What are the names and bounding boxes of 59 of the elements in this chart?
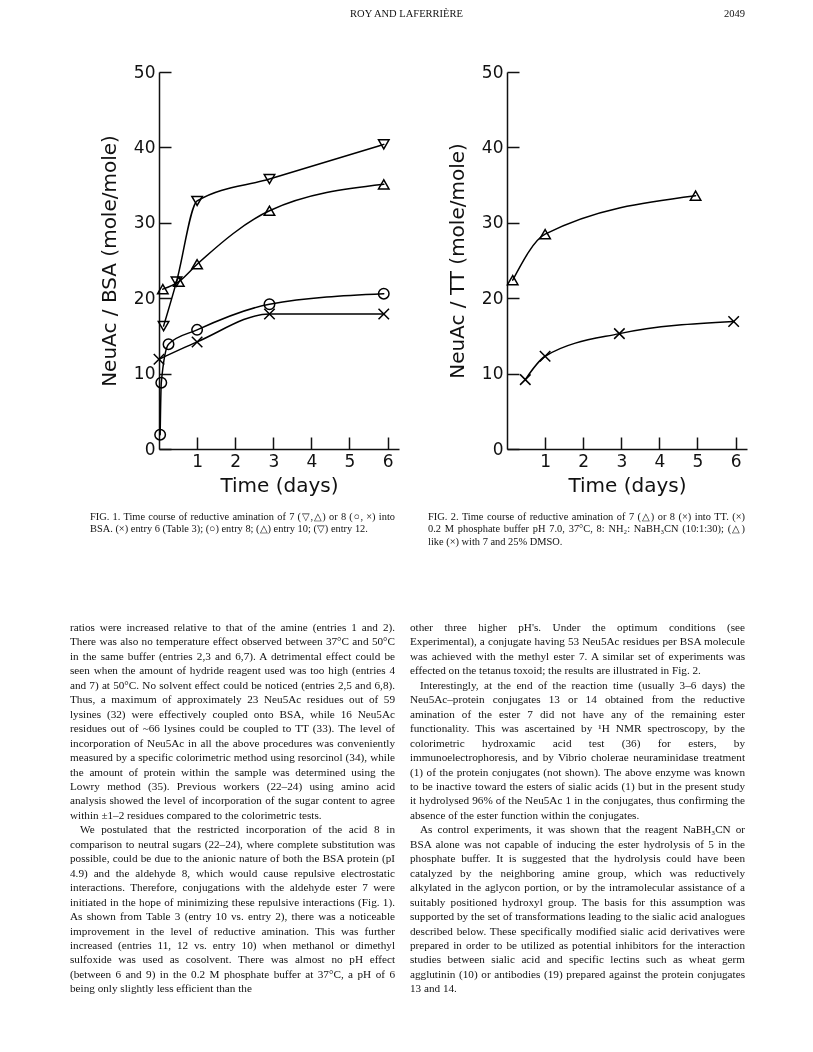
point xyxy=(613,327,626,340)
point xyxy=(689,190,702,201)
y-tick-label: 0 xyxy=(492,438,504,459)
point xyxy=(377,139,390,150)
x-axis-title: Time (days) xyxy=(219,472,339,497)
point xyxy=(156,283,169,295)
y-tick-label: 0 xyxy=(144,438,156,459)
point xyxy=(162,338,175,351)
point xyxy=(191,335,204,348)
y-axis-title: NeuAc / BSA (mole/mole) xyxy=(96,135,121,387)
caption: FIG. 2. Time course of reductive amination of 7 (△) or 8 (×) into TT. (×) 0.2 M phosphate buffer pH 7.0, 37°C, 8: NH₂: NaBH₃CN (10:1:30); (△) like (×) with 7 and 25% DMSO. xyxy=(428,511,745,549)
point xyxy=(377,308,390,321)
point xyxy=(539,228,552,240)
y-tick-label: 40 xyxy=(481,136,504,157)
point xyxy=(727,315,740,328)
point xyxy=(263,298,276,311)
point xyxy=(191,195,204,207)
x-tick-label: 2 xyxy=(578,450,590,471)
point xyxy=(263,173,276,185)
y-tick-label: 10 xyxy=(133,363,156,384)
y-tick-label: 10 xyxy=(481,363,504,384)
x-tick-label: 4 xyxy=(306,450,318,471)
x-tick-label: 1 xyxy=(192,450,204,471)
x-tick-label: 2 xyxy=(230,450,242,471)
point xyxy=(157,320,170,332)
x-axis-title: Time (days) xyxy=(567,472,687,497)
x-tick-label: 6 xyxy=(730,450,742,471)
y-axis-title: NeuAc / TT (mole/mole) xyxy=(444,143,469,379)
x-tick-label: 1 xyxy=(540,450,552,471)
point xyxy=(519,373,532,386)
y-tick-label: 50 xyxy=(481,61,504,82)
point xyxy=(153,353,165,366)
text: other three higher pH's. Under the optimum conditions (see Experimental), a conjugate having 53 Neu5Ac residues per BSA molecule was achieved with the methyl ester 7. A similar set of experiments was effected on the tetanus toxoid; the results are illustrated in Fig. 2. Interestingly, at the end of the reaction time (usually 3–6 days) the Neu5Ac–protein conjugates 13 or 14 obtained from the reductive amination of the ester 7 did not have any of the remaining ester functionality. This was ascertained by ¹H NMR spectroscopy, by the colorimetric hydroxamic acid test (36) for esters, by immunoelectrophoresis, and by Vibrio cholerae neuraminidase treatment (1) of the protein conjugates (not shown). The above enzyme was known to be inactive toward the esters of sialic acids (1) but in the present study it hydrolysed 96% of the Neu5Ac 1 in the conjugates, thus confirming the absence of the ester function within the conjugates. As control experiments, it was shown that the reagent NaBH₃CN or BSA alone was not capable of inducing the ester hydrolysis of 5 in the phosphate buffer. It is suggested that the hydrolysis could have been catalyzed by the neighboring amine group, which was reductively alkylated in the aglycon portion, or by the intramolecular assistance of a suitably positioned hydroxyl group. The basis for this assumption was supported by the set of transformations leading to the sialic acid analogues described below. These specifically modified sialic acid derivatives were prepared in order to be utilized as potential inhibitors for the interaction studies between sialic acid and specific lectins such as wheat germ agglutinin (10) or antibodies (19) prepared against the protein conjugates 13 and 14. xyxy=(410,621,745,995)
y-tick-label: 30 xyxy=(133,212,156,233)
point xyxy=(155,376,168,389)
point xyxy=(191,323,204,336)
point xyxy=(377,287,390,300)
caption: FIG. 1. Time course of reductive amination of 7 (▽,△) or 8 (○, ×) into BSA. (×) entry 6 (Table 3); (○) entry 8; (△) entry 10; (▽) entry 12. xyxy=(90,511,395,536)
y-tick-label: 30 xyxy=(481,212,504,233)
x-tick-label: 4 xyxy=(654,450,666,471)
point xyxy=(263,205,276,217)
y-tick-label: 40 xyxy=(133,136,156,157)
y-tick-label: 20 xyxy=(481,287,504,308)
y-tick-label: 20 xyxy=(133,287,156,308)
x-tick-label: 6 xyxy=(382,450,394,471)
x-tick-label: 3 xyxy=(616,450,628,471)
text: 2049 xyxy=(723,8,745,19)
x-tick-label: 5 xyxy=(692,450,704,471)
point xyxy=(539,350,552,363)
point xyxy=(191,258,204,270)
point xyxy=(263,308,276,321)
text: ratios were increased relative to that of the amine (entries 1 and 2). There was also no temperature effect observed between 37°C and 50°C in the same buffer (entries 2,3 and 6,7). A detrimental effect could be seen when the amount of hydride reagent used was too high (entries 4 and 7) at 50°C. No solvent effect could be noticed (entries 2,5 and 6,8). Thus, a maximum of approximately 23 Neu5Ac residues out of 59 lysines (32) were effectively coupled onto BSA, while 16 Neu5Ac residues out of ~66 lysines could be coupled to TT (33). The level of incorporation of Neu5Ac in all the above procedures was conveniently measured by a specific colorimetric method using resorcinol (34), while the amount of protein within the sample was determined using the Lowry method (35). Previous workers (22–24) using amino acid analysis showed the level of incorporation of the sugar content to agree within ±1–2 residues compared to the colorimetric tests. We postulated that the restricted incorporation of the acid 8 in comparison to neutral sugars (22–24), where complete substitution was possible, could be due to the anionic nature of both the BSA protein (pI 4.9) and the aldehyde 8, which would cause repulsive electrostatic interactions. Therefore, conjugations with the aldehyde ester 7 were initiated in the hope of minimizing these repulsive interactions (Fig. 1). As shown from Table 3 (entry 10 vs. entry 2), there was a noticeable improvement in the level of reductive amination. This was further increased (entries 11, 12 vs. entry 10) when methanol or dimethyl sulfoxide was used as cosolvent. There was almost no pH effect (between 6 and 9) in the 0.2 M phosphate buffer at 37°C, a pH of 6 being only slightly less efficient than the xyxy=(70,621,395,995)
point xyxy=(154,428,167,441)
x-tick-label: 5 xyxy=(344,450,356,471)
point xyxy=(506,274,519,286)
x-tick-label: 3 xyxy=(268,450,280,471)
point xyxy=(377,179,390,190)
y-tick-label: 50 xyxy=(133,61,156,82)
text: ROY AND LAFERRIÈRE xyxy=(350,8,463,19)
